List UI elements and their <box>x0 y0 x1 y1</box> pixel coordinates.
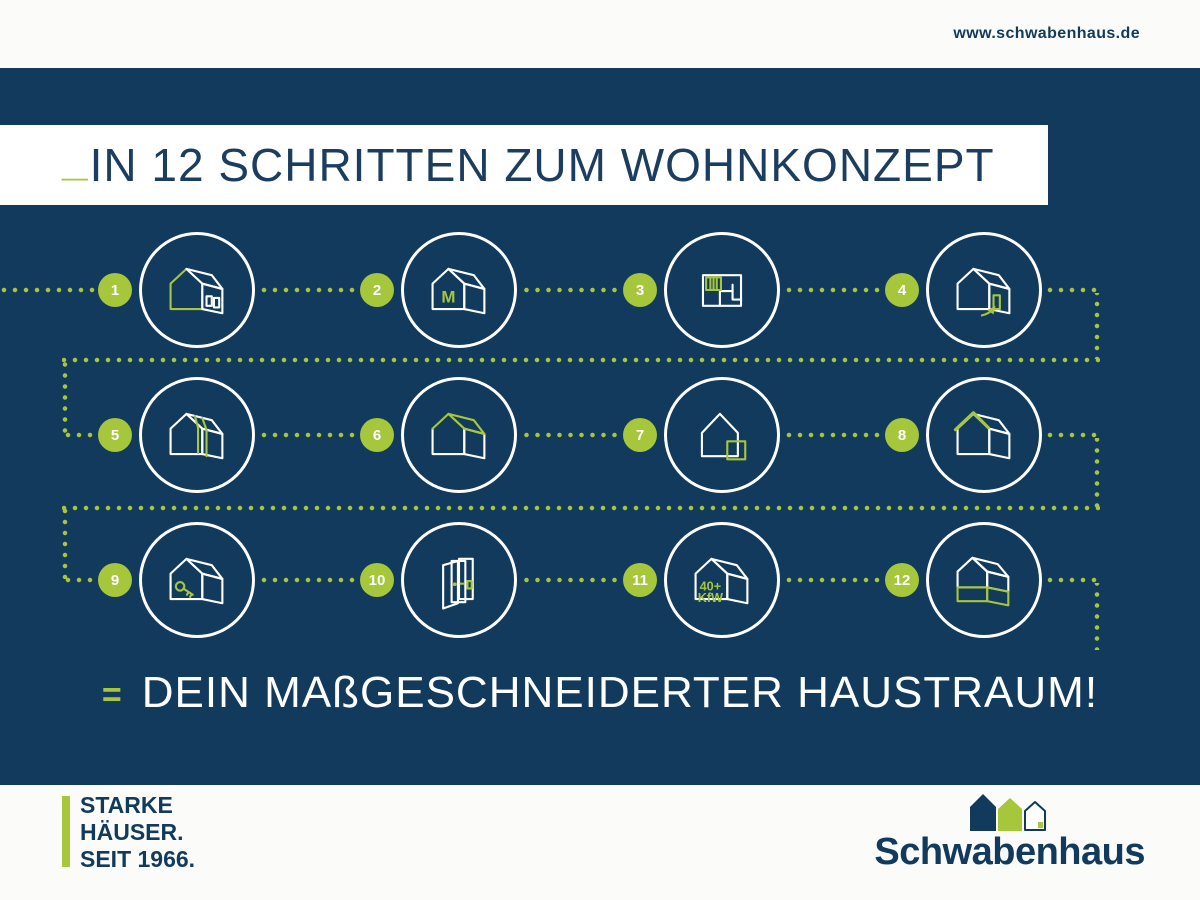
house-sections-icon <box>169 412 224 460</box>
title-underscore: _ <box>62 133 88 185</box>
dotted-connector <box>62 577 96 583</box>
logo-houses-icon <box>969 794 1046 831</box>
house-entrance-icon <box>956 267 1011 317</box>
step-number: 5 <box>110 426 120 444</box>
dotted-connector <box>257 432 359 438</box>
dotted-connector <box>1044 577 1100 583</box>
dotted-connector <box>1044 432 1100 438</box>
title-banner: _ IN 12 SCHRITTEN ZUM WOHNKONZEPT <box>0 125 1048 205</box>
step-circle <box>926 232 1042 348</box>
step-circle <box>926 377 1042 493</box>
top-bar: www.schwabenhaus.de <box>0 0 1200 68</box>
house-kfw-icon: 40+ KfW <box>694 557 749 605</box>
step-circle <box>139 377 255 493</box>
step-number: 2 <box>372 281 382 299</box>
dotted-connector <box>782 287 884 293</box>
dotted-connector <box>257 577 359 583</box>
step-number: 8 <box>897 426 907 444</box>
house-gable-icon <box>953 411 1011 460</box>
house-foundation-icon <box>956 556 1010 607</box>
dotted-connector <box>257 287 359 293</box>
step-number-badge: 1 <box>98 273 132 307</box>
website-url: www.schwabenhaus.de <box>953 25 1140 42</box>
dotted-connector <box>1094 293 1100 359</box>
dotted-connector <box>62 432 96 438</box>
step-circle <box>664 377 780 493</box>
dotted-connector <box>62 357 1100 363</box>
step-circle: 40+ KfW <box>664 522 780 638</box>
equals-sign: = <box>101 675 122 714</box>
dotted-connector <box>519 287 622 293</box>
tagline-accent-bar <box>62 796 70 867</box>
dotted-connector <box>62 505 1100 511</box>
step-number: 3 <box>635 281 645 299</box>
step-number: 11 <box>632 571 648 589</box>
dotted-connector <box>0 287 96 293</box>
step-number-badge: 11 <box>623 563 657 597</box>
step-circle <box>401 522 517 638</box>
step-number-badge: 12 <box>885 563 919 597</box>
step-circle <box>139 522 255 638</box>
result-text: DEIN MAßGESCHNEIDERTER HAUSTRAUM! <box>141 668 1099 717</box>
step-number-badge: 8 <box>885 418 919 452</box>
step-circle <box>139 232 255 348</box>
result-line: = DEIN MAßGESCHNEIDERTER HAUSTRAUM! <box>0 660 1200 726</box>
step-number-badge: 6 <box>360 418 394 452</box>
step-number-badge: 3 <box>623 273 657 307</box>
kfw-label-line2: KfW <box>698 591 723 605</box>
step-number: 12 <box>893 571 911 589</box>
tagline-line: HÄUSER. <box>80 819 184 845</box>
step-number: 6 <box>372 426 382 444</box>
house-model-label: M <box>441 288 455 307</box>
step-number-badge: 5 <box>98 418 132 452</box>
dotted-connector <box>1094 438 1100 507</box>
step-number-badge: 10 <box>360 563 394 597</box>
step-number-badge: 2 <box>360 273 394 307</box>
tagline: STARKE HÄUSER. SEIT 1966. <box>80 792 195 873</box>
tagline-line: STARKE <box>80 792 173 818</box>
step-number: 1 <box>110 281 120 299</box>
dotted-connector <box>519 432 622 438</box>
house-roof-icon <box>431 412 486 460</box>
dotted-connector <box>1094 583 1100 650</box>
step-number: 10 <box>368 571 386 589</box>
house-key-icon <box>169 557 224 605</box>
house-extension-icon <box>700 412 747 461</box>
dotted-connector <box>1044 287 1100 293</box>
brand-wordmark: Schwabenhaus <box>874 831 1145 873</box>
dotted-connector <box>62 361 68 434</box>
kfw-label-line1: 40+ <box>700 580 722 594</box>
step-circle <box>664 232 780 348</box>
step-number-badge: 9 <box>98 563 132 597</box>
doors-icon <box>442 557 474 610</box>
step-number: 9 <box>110 571 120 589</box>
dotted-connector <box>62 509 68 579</box>
dotted-connector <box>782 432 884 438</box>
brand-logo: Schwabenhaus <box>874 791 1145 874</box>
step-number: 7 <box>635 426 645 444</box>
floor-plan-icon <box>701 274 743 307</box>
step-circle: M <box>401 232 517 348</box>
page-title: IN 12 SCHRITTEN ZUM WOHNKONZEPT <box>89 139 995 191</box>
step-number: 4 <box>897 281 907 299</box>
step-number-badge: 4 <box>885 273 919 307</box>
dotted-connector <box>519 577 622 583</box>
step-number-badge: 7 <box>623 418 657 452</box>
footer: STARKE HÄUSER. SEIT 1966. Schwabenhaus <box>0 785 1200 900</box>
house-model-icon: M <box>431 267 486 315</box>
dotted-connector <box>782 577 884 583</box>
tagline-line: SEIT 1966. <box>80 846 196 872</box>
house-shell-icon <box>169 267 224 315</box>
step-circle <box>926 522 1042 638</box>
step-circle <box>401 377 517 493</box>
